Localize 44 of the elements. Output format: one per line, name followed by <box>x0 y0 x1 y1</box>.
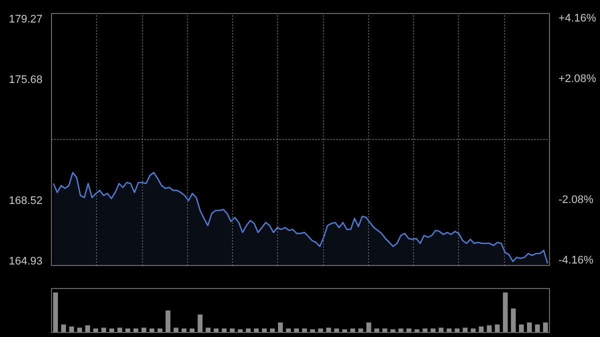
bar <box>406 328 412 332</box>
bar <box>262 328 267 332</box>
bar <box>518 324 524 332</box>
bar <box>502 292 508 332</box>
bar <box>334 328 340 332</box>
bar <box>53 292 58 332</box>
bar <box>206 328 211 332</box>
bar <box>326 328 332 332</box>
bar <box>174 328 178 332</box>
bar <box>141 328 146 332</box>
bar <box>318 328 323 332</box>
bar <box>527 322 532 332</box>
bar <box>149 328 154 332</box>
bar <box>61 324 66 332</box>
bar <box>454 328 460 332</box>
bar <box>446 328 452 332</box>
bar <box>535 324 540 332</box>
bar <box>166 310 170 332</box>
bar <box>286 328 291 332</box>
bar <box>69 326 74 332</box>
bar <box>430 328 436 332</box>
y-tick-label: 168.52 <box>8 194 43 207</box>
y2-tick-label: -4.16% <box>558 254 594 266</box>
y-tick-label: 179.27 <box>8 14 43 26</box>
bar <box>270 328 275 332</box>
bar <box>543 322 548 332</box>
bar <box>278 322 283 332</box>
bar <box>438 328 444 332</box>
y-tick-label: 164.93 <box>8 255 43 268</box>
bar <box>294 328 299 332</box>
y2-tick-label: +4.16% <box>558 12 596 25</box>
bar <box>398 328 404 332</box>
y-tick-label: 175.68 <box>8 74 43 86</box>
bar <box>422 328 428 332</box>
bar <box>198 314 203 332</box>
bar <box>182 328 186 332</box>
bar <box>510 308 516 332</box>
y2-tick-label: -2.08% <box>558 194 594 206</box>
bar <box>158 328 162 332</box>
bar <box>190 328 194 332</box>
bar <box>77 328 82 332</box>
bar <box>85 325 90 332</box>
bar <box>302 328 307 332</box>
y2-tick-label: +2.08% <box>558 73 596 86</box>
